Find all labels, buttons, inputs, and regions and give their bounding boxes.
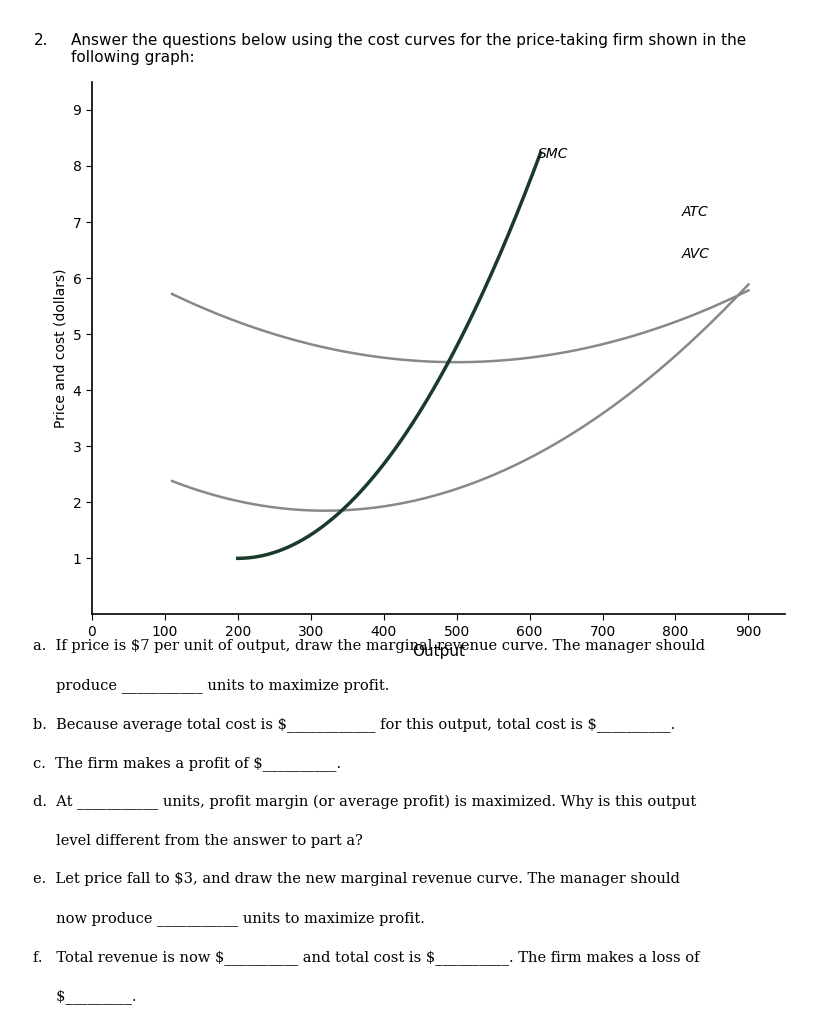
Text: AVC: AVC [681,248,709,261]
X-axis label: Output: Output [412,644,465,659]
Text: a.  If price is $7 per unit of output, draw the marginal revenue curve. The mana: a. If price is $7 per unit of output, dr… [33,639,706,653]
Text: f.   Total revenue is now $__________ and total cost is $__________. The firm ma: f. Total revenue is now $__________ and … [33,950,700,966]
Text: 2.: 2. [33,33,48,48]
Text: SMC: SMC [539,146,569,161]
Text: Answer the questions below using the cost curves for the price-taking firm shown: Answer the questions below using the cos… [71,33,746,66]
Text: level different from the answer to part a?: level different from the answer to part … [33,834,363,848]
Text: produce ___________ units to maximize profit.: produce ___________ units to maximize pr… [33,678,390,693]
Text: b.  Because average total cost is $____________ for this output, total cost is $: b. Because average total cost is $______… [33,717,676,732]
Y-axis label: Price and cost (dollars): Price and cost (dollars) [53,268,67,428]
Text: ATC: ATC [681,206,708,219]
Text: $_________.: $_________. [33,989,137,1005]
Text: d.  At ___________ units, profit margin (or average profit) is maximized. Why is: d. At ___________ units, profit margin (… [33,795,696,810]
Text: e.  Let price fall to $3, and draw the new marginal revenue curve. The manager s: e. Let price fall to $3, and draw the ne… [33,872,681,887]
Text: c.  The firm makes a profit of $__________.: c. The firm makes a profit of $_________… [33,756,342,771]
Text: now produce ___________ units to maximize profit.: now produce ___________ units to maximiz… [33,911,425,927]
